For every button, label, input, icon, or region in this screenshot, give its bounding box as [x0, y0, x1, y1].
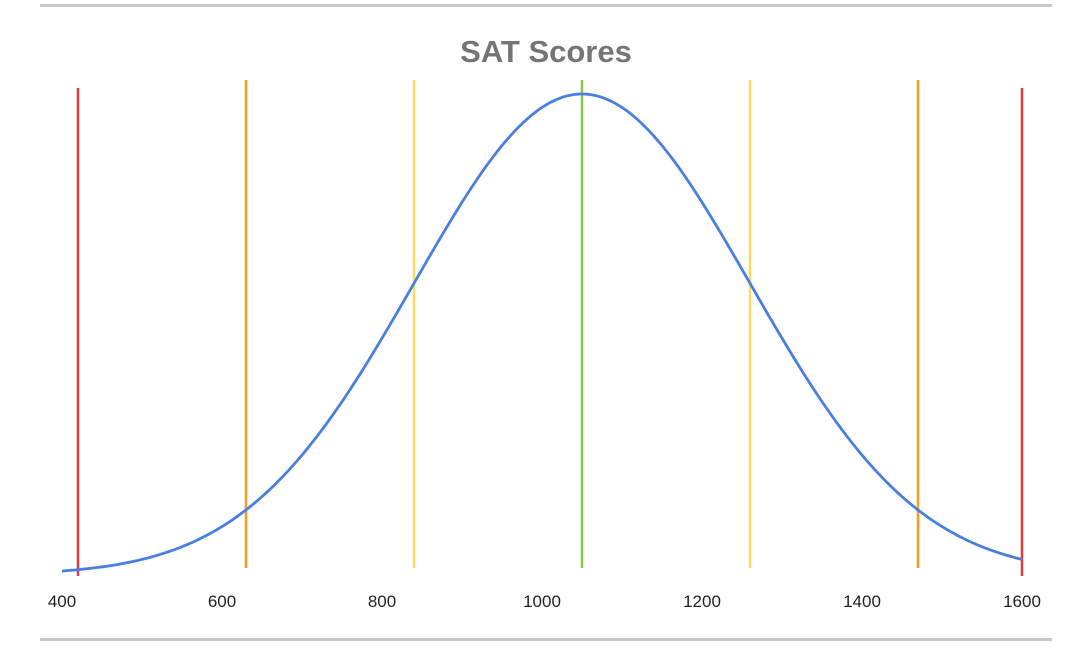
x-tick-label: 1600	[1003, 592, 1041, 611]
x-tick-label: 400	[48, 592, 76, 611]
bottom-divider	[40, 638, 1052, 641]
x-tick-label: 1000	[523, 592, 561, 611]
x-tick-label: 1200	[683, 592, 721, 611]
x-tick-label: 800	[368, 592, 396, 611]
distribution-curve	[61, 92, 1023, 573]
top-divider	[40, 4, 1052, 7]
chart-title: SAT Scores	[460, 34, 632, 69]
x-tick-label: 1400	[843, 592, 881, 611]
x-tick-label: 600	[208, 592, 236, 611]
